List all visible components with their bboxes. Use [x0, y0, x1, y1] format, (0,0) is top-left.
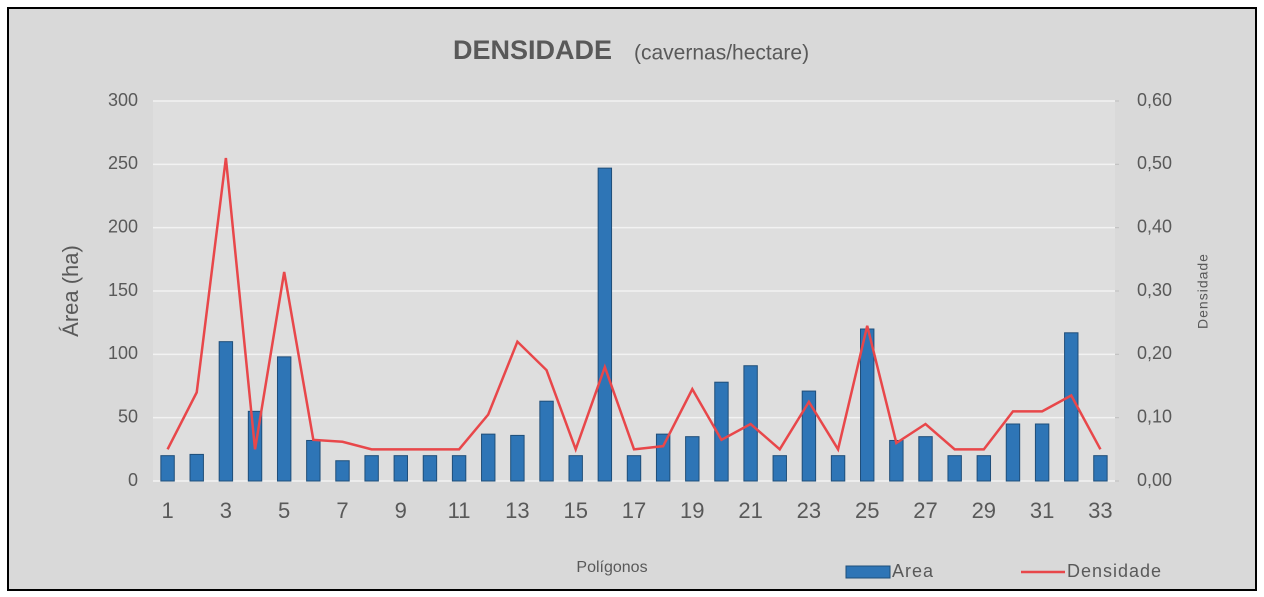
bar	[1034, 423, 1050, 482]
y-axis-label: Área (ha)	[58, 245, 83, 337]
x-tick-label: 17	[622, 498, 646, 523]
bar	[714, 381, 729, 482]
y-tick-label: 200	[108, 216, 138, 236]
bar	[860, 328, 875, 482]
y-tick-label: 300	[108, 90, 138, 110]
bar	[1093, 455, 1108, 482]
bar	[306, 439, 321, 482]
x-tick-label: 29	[972, 498, 996, 523]
y2-axis-label: Densidade	[1195, 253, 1211, 329]
x-tick-label: 11	[448, 498, 471, 523]
y2-tick-label: 0,20	[1137, 343, 1172, 363]
y-tick-label: 150	[108, 280, 138, 300]
x-tick-label: 25	[855, 498, 879, 523]
x-tick-label: 21	[738, 498, 762, 523]
bar	[189, 453, 204, 482]
x-tick-label: 3	[220, 498, 232, 523]
y-tick-label: 250	[108, 153, 138, 173]
bar	[772, 455, 787, 482]
bar	[218, 341, 234, 482]
bar	[976, 455, 992, 482]
bar	[1064, 332, 1079, 482]
bar	[539, 400, 554, 482]
y2-tick-label: 0,60	[1137, 90, 1172, 110]
bar	[801, 390, 817, 482]
bar	[918, 436, 933, 482]
legend-label: Densidade	[1067, 561, 1162, 581]
bar	[422, 455, 438, 482]
bar	[830, 455, 846, 482]
x-tick-label: 27	[913, 498, 937, 523]
x-axis-label: Polígonos	[576, 559, 647, 576]
y2-tick-label: 0,40	[1137, 216, 1172, 236]
y-tick-label: 50	[118, 406, 138, 426]
bar	[364, 455, 379, 482]
bar	[276, 356, 292, 482]
y2-tick-label: 0,00	[1137, 470, 1172, 490]
x-tick-label: 5	[278, 498, 290, 523]
bar	[1005, 423, 1021, 482]
chart-subtitle: (cavernas/hectare)	[634, 42, 809, 65]
legend-label: Area	[892, 561, 934, 581]
x-tick-label: 1	[161, 498, 173, 523]
x-tick-label: 9	[395, 498, 407, 523]
chart-title: DENSIDADE	[453, 35, 612, 65]
legend-swatch	[845, 565, 891, 579]
bar	[655, 433, 671, 482]
bar	[510, 434, 525, 482]
y2-tick-label: 0,50	[1137, 153, 1172, 173]
bar	[568, 455, 583, 482]
x-tick-label: 19	[680, 498, 704, 523]
bar	[685, 436, 700, 482]
x-tick-label: 7	[336, 498, 348, 523]
bar	[393, 455, 408, 482]
bar	[160, 455, 175, 482]
bar	[947, 455, 962, 482]
bar	[335, 460, 350, 482]
bar	[597, 167, 613, 482]
x-tick-label: 15	[563, 498, 587, 523]
bar	[626, 455, 642, 482]
bar	[451, 455, 467, 482]
x-tick-label: 31	[1030, 498, 1054, 523]
x-tick-label: 23	[797, 498, 821, 523]
y2-tick-label: 0,10	[1137, 406, 1172, 426]
bar	[889, 439, 904, 482]
line	[166, 157, 1102, 454]
bar	[481, 433, 496, 482]
x-tick-label: 33	[1088, 498, 1112, 523]
x-tick-label: 13	[505, 498, 529, 523]
y2-tick-label: 0,30	[1137, 280, 1172, 300]
y-tick-label: 100	[108, 343, 138, 363]
y-tick-label: 0	[128, 470, 138, 490]
